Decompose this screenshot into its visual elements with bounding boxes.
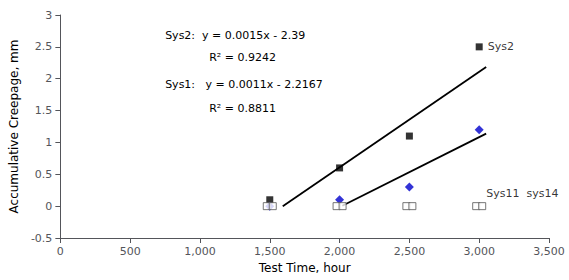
svg-text:R² = 0.8811: R² = 0.8811 — [209, 102, 276, 115]
svg-text:-0.5: -0.5 — [31, 232, 52, 245]
svg-text:2: 2 — [45, 72, 52, 85]
svg-text:1,500: 1,500 — [254, 245, 286, 258]
svg-text:Test Time, hour: Test Time, hour — [258, 261, 351, 275]
svg-text:Sys2: Sys2 — [488, 40, 514, 53]
svg-text:1.5: 1.5 — [35, 104, 53, 117]
svg-text:1,000: 1,000 — [184, 245, 216, 258]
svg-text:Sys1: y = 0.0011x - 2.2167: Sys1: y = 0.0011x - 2.2167 — [165, 78, 323, 91]
svg-text:2,500: 2,500 — [394, 245, 426, 258]
svg-text:2,000: 2,000 — [324, 245, 356, 258]
svg-text:2.5: 2.5 — [35, 40, 53, 53]
svg-text:3,000: 3,000 — [463, 245, 495, 258]
svg-text:3,500: 3,500 — [533, 245, 565, 258]
svg-text:0: 0 — [45, 200, 52, 213]
svg-text:3: 3 — [45, 9, 52, 22]
svg-text:500: 500 — [120, 245, 141, 258]
svg-text:0: 0 — [57, 245, 64, 258]
svg-text:1: 1 — [45, 136, 52, 149]
svg-text:Sys11 sys14: Sys11 sys14 — [486, 187, 558, 200]
svg-text:Sys2: y = 0.0015x - 2.39: Sys2: y = 0.0015x - 2.39 — [165, 29, 305, 42]
svg-text:0.5: 0.5 — [35, 168, 53, 181]
svg-text:Accumulative Creepage, mm: Accumulative Creepage, mm — [7, 40, 21, 214]
svg-text:R² = 0.9242: R² = 0.9242 — [209, 51, 276, 64]
